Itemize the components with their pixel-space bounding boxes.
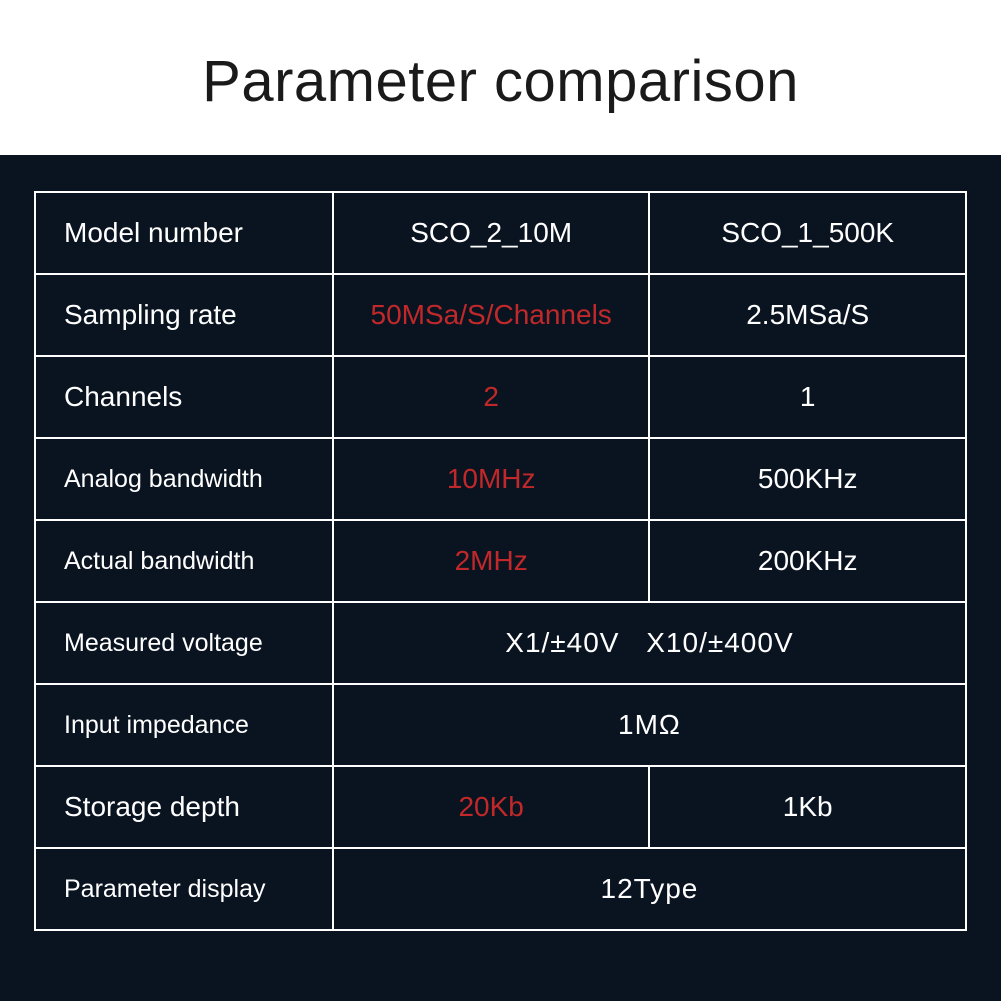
row-value-a: 2 <box>333 356 650 438</box>
comparison-table: Model number SCO_2_10M SCO_1_500K Sampli… <box>34 191 967 931</box>
row-value-merged: X1/±40V X10/±400V <box>333 602 966 684</box>
row-value-b: 500KHz <box>649 438 966 520</box>
row-value-b: SCO_1_500K <box>649 192 966 274</box>
comparison-table-container: Model number SCO_2_10M SCO_1_500K Sampli… <box>0 155 1001 1001</box>
row-value-a: SCO_2_10M <box>333 192 650 274</box>
row-value-b: 1Kb <box>649 766 966 848</box>
row-label: Parameter display <box>35 848 333 930</box>
table-row: Model number SCO_2_10M SCO_1_500K <box>35 192 966 274</box>
row-value-a: 20Kb <box>333 766 650 848</box>
row-label: Input impedance <box>35 684 333 766</box>
row-label: Channels <box>35 356 333 438</box>
table-row: Sampling rate 50MSa/S/Channels 2.5MSa/S <box>35 274 966 356</box>
page-title: Parameter comparison <box>0 48 1001 115</box>
table-row: Channels 2 1 <box>35 356 966 438</box>
row-value-a: 10MHz <box>333 438 650 520</box>
row-value-b: 200KHz <box>649 520 966 602</box>
title-area: Parameter comparison <box>0 0 1001 155</box>
table-row: Analog bandwidth 10MHz 500KHz <box>35 438 966 520</box>
row-label: Analog bandwidth <box>35 438 333 520</box>
row-value-merged: 1MΩ <box>333 684 966 766</box>
row-value-merged: 12Type <box>333 848 966 930</box>
row-label: Actual bandwidth <box>35 520 333 602</box>
row-label: Sampling rate <box>35 274 333 356</box>
table-row: Parameter display 12Type <box>35 848 966 930</box>
row-value-b: 1 <box>649 356 966 438</box>
table-row: Actual bandwidth 2MHz 200KHz <box>35 520 966 602</box>
row-label: Storage depth <box>35 766 333 848</box>
row-label: Model number <box>35 192 333 274</box>
table-row: Storage depth 20Kb 1Kb <box>35 766 966 848</box>
row-label: Measured voltage <box>35 602 333 684</box>
row-value-b: 2.5MSa/S <box>649 274 966 356</box>
table-row: Measured voltage X1/±40V X10/±400V <box>35 602 966 684</box>
row-value-a: 2MHz <box>333 520 650 602</box>
table-row: Input impedance 1MΩ <box>35 684 966 766</box>
row-value-a: 50MSa/S/Channels <box>333 274 650 356</box>
